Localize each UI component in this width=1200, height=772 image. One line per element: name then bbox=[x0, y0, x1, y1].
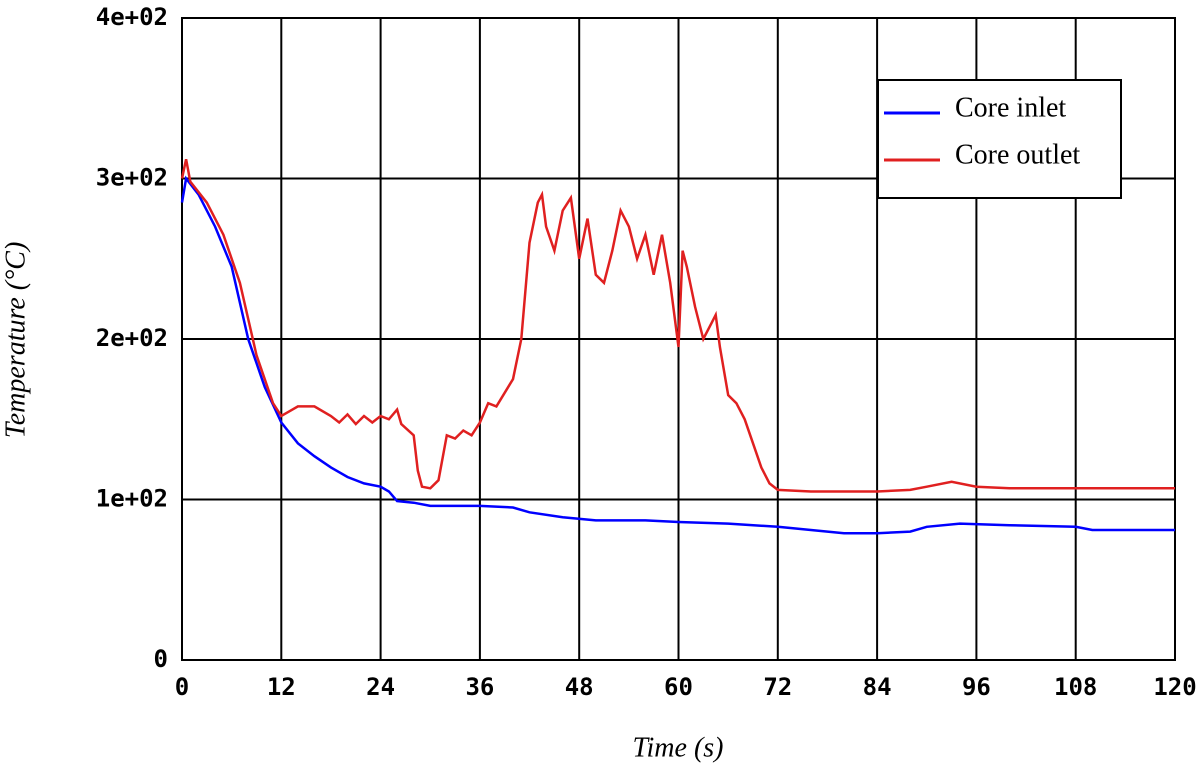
x-tick-label: 0 bbox=[175, 673, 189, 701]
y-tick-label: 2e+02 bbox=[96, 324, 168, 352]
y-tick-label: 0 bbox=[154, 645, 168, 673]
series-line bbox=[180, 158, 1175, 493]
x-tick-label: 84 bbox=[863, 673, 892, 701]
x-tick-label: 24 bbox=[366, 673, 395, 701]
x-tick-label: 120 bbox=[1153, 673, 1196, 701]
x-tick-label: 108 bbox=[1054, 673, 1097, 701]
x-tick-label: 60 bbox=[664, 673, 693, 701]
series-line bbox=[180, 175, 1175, 535]
legend-label: Core outlet bbox=[955, 139, 1080, 170]
x-tick-label: 48 bbox=[565, 673, 594, 701]
x-tick-label: 72 bbox=[763, 673, 792, 701]
legend-label: Core inlet bbox=[955, 92, 1066, 123]
plot-frame bbox=[181, 17, 1176, 661]
x-tick-label: 36 bbox=[465, 673, 494, 701]
y-tick-label: 1e+02 bbox=[96, 485, 168, 513]
y-axis-label: Temperature (°C) bbox=[0, 242, 31, 439]
x-tick-label: 96 bbox=[962, 673, 991, 701]
legend-box bbox=[877, 79, 1122, 199]
y-tick-label: 4e+02 bbox=[96, 3, 168, 31]
x-tick-label: 12 bbox=[267, 673, 296, 701]
x-axis-label: Time (s) bbox=[633, 732, 724, 763]
y-tick-label: 3e+02 bbox=[96, 164, 168, 192]
